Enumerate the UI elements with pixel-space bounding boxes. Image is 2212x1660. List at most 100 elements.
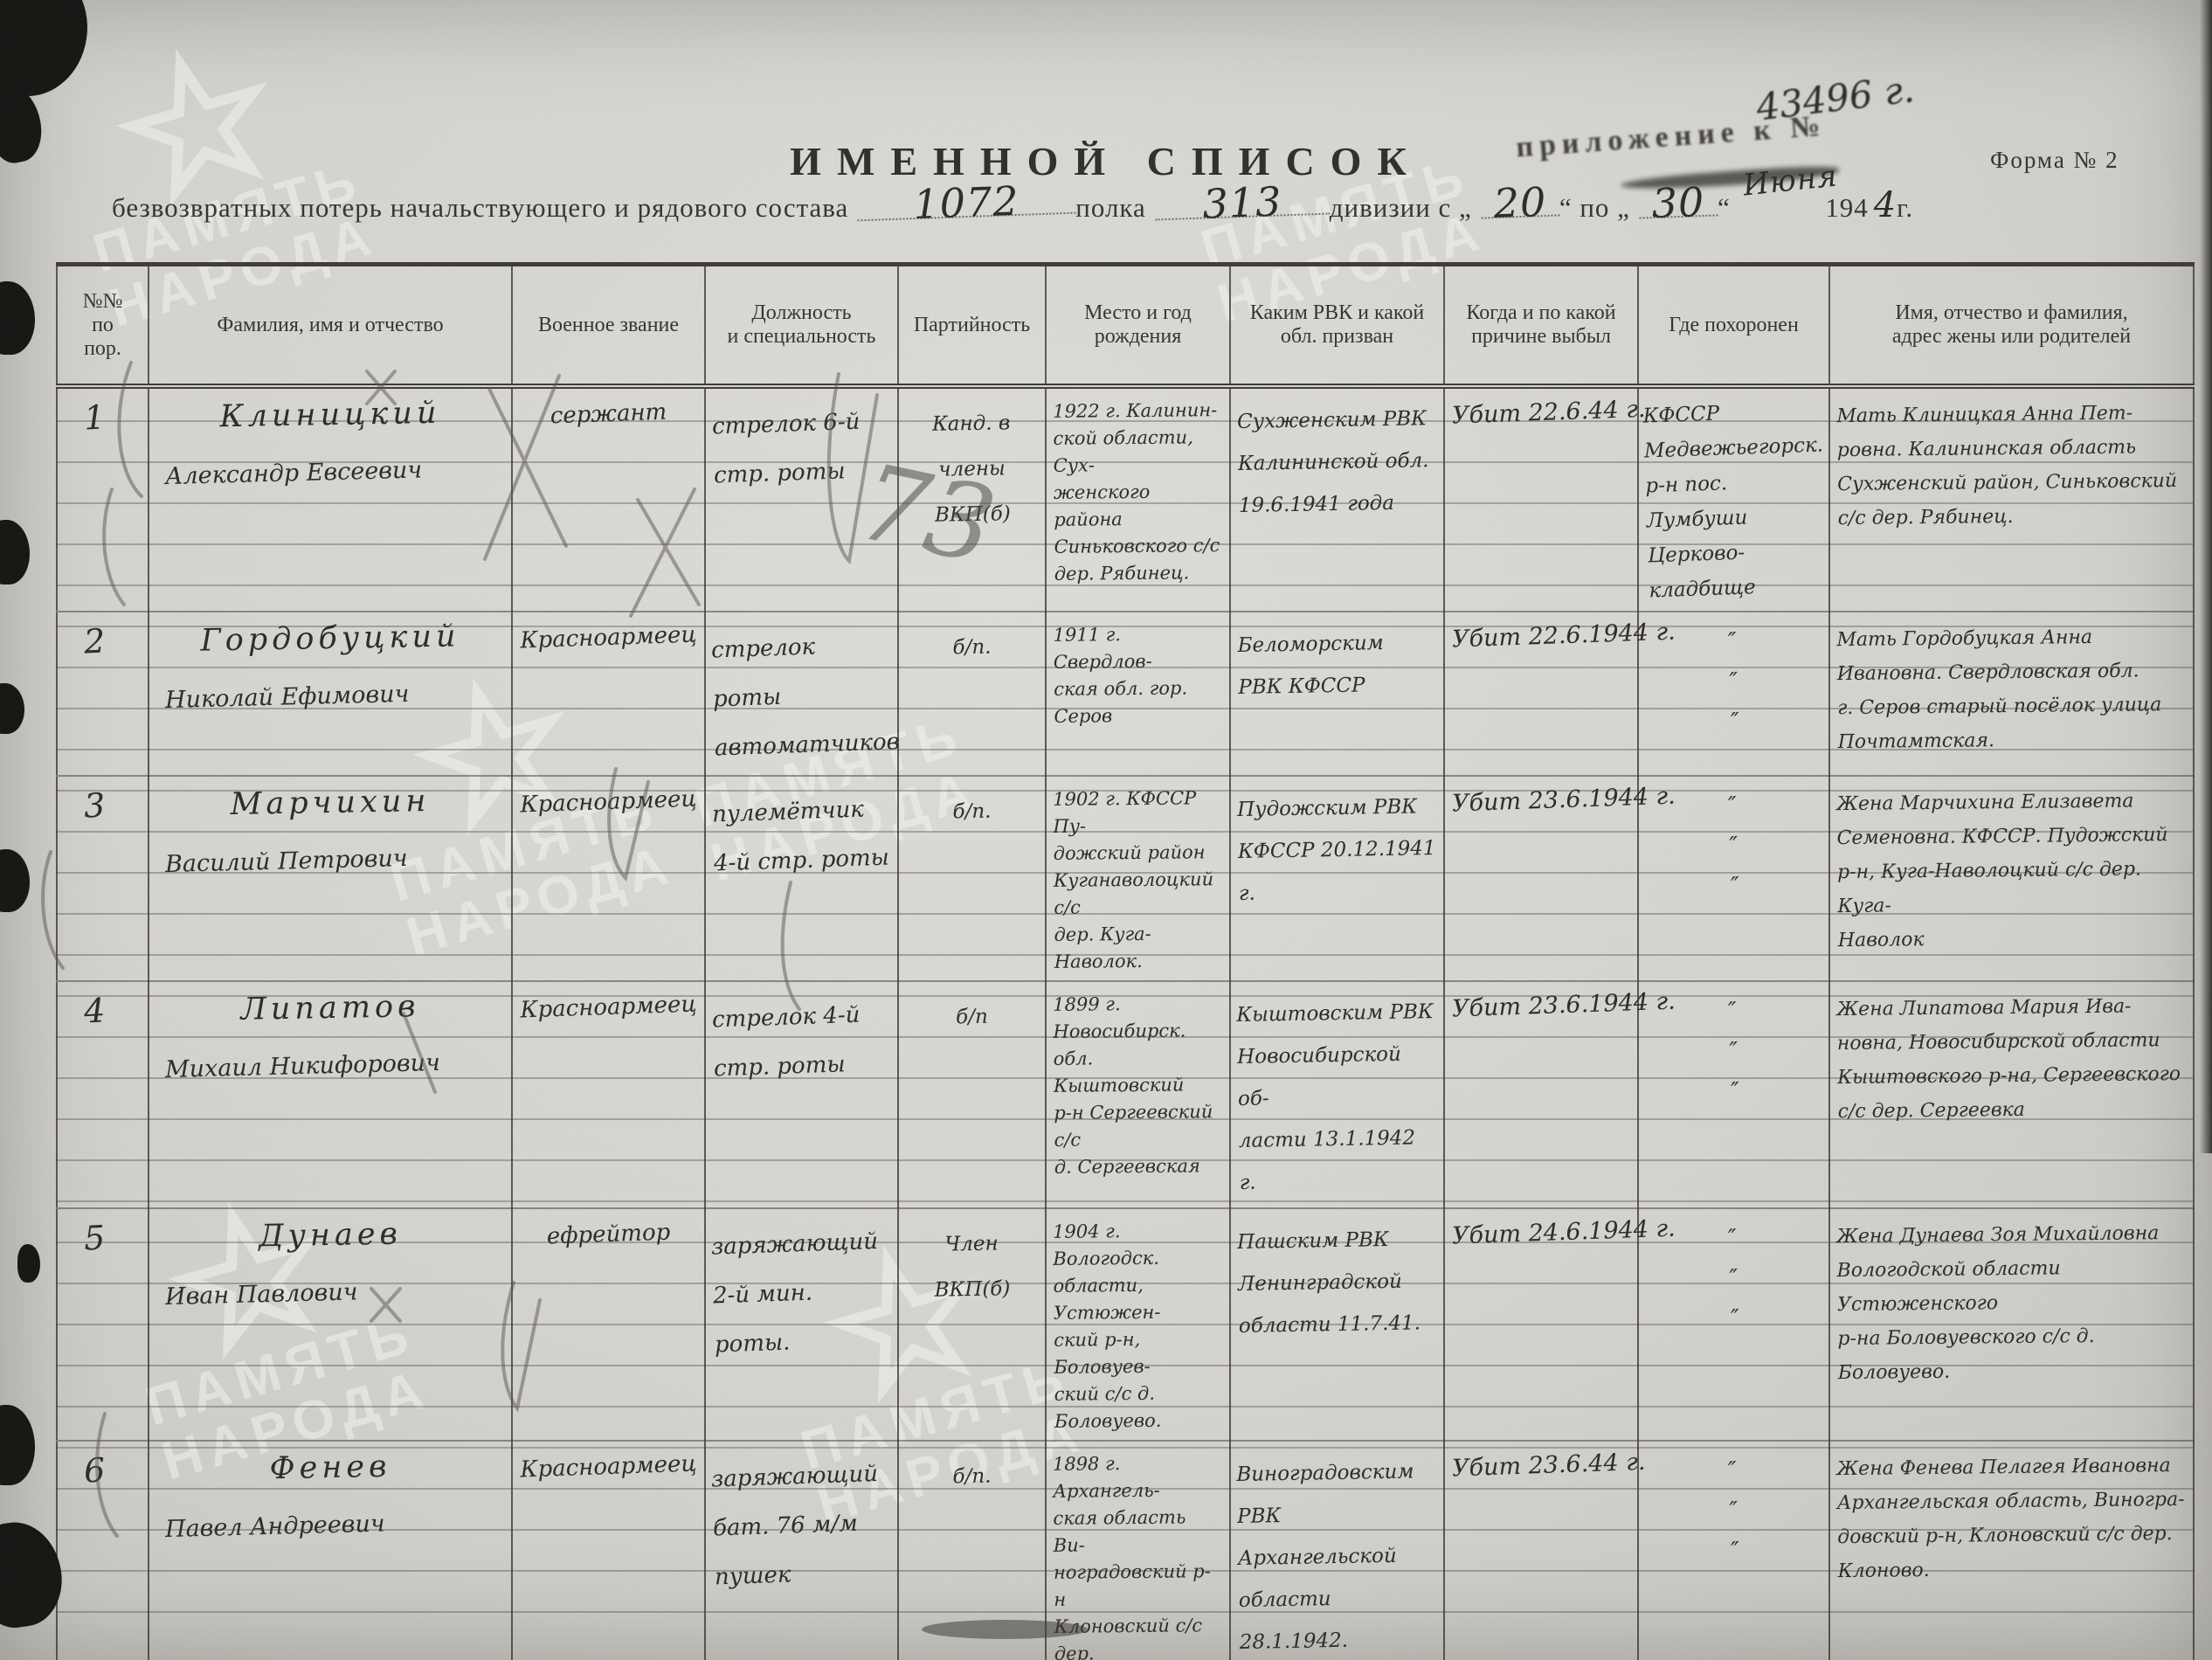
po-label: “ по „: [1559, 192, 1630, 223]
cell-name: Марчихин Василий Петрович: [149, 776, 513, 982]
punch-hole: [0, 520, 30, 584]
table-header-row: №№ по пор. Фамилия, имя и отчество Военн…: [57, 264, 2195, 389]
col-header-relatives: Имя, отчество и фамилия, адрес жены или …: [1829, 264, 2195, 389]
page-title: ИМЕННОЙ СПИСОК: [790, 139, 1422, 183]
punch-hole: [0, 281, 35, 355]
cell-burial: ″ ″ ″: [1638, 776, 1830, 982]
cell-rank: Красноармеец: [512, 981, 706, 1209]
col-header-fate: Когда и по какой причине выбыл: [1444, 264, 1639, 389]
cell-drafted: Пудожским РВК КФССР 20.12.1941 г.: [1230, 776, 1445, 982]
cell-position: пулемётчик 4-й стр. роты: [705, 776, 899, 982]
month-handwritten: Июня: [1740, 158, 1839, 204]
cell-rank: Красноармеец: [512, 612, 706, 777]
cell-drafted: Кыштовским РВК Новосибирской об- ласти 1…: [1230, 981, 1445, 1209]
cell-name: Липатов Михаил Никифорович: [149, 981, 513, 1209]
cell-relatives: Мать Гордобуцкая Анна Ивановна. Свердлов…: [1829, 612, 2195, 777]
cell-position: заряжающий 2-й мин. роты.: [705, 1208, 899, 1442]
table-row: 3 Марчихин Василий Петрович Красноармеец …: [57, 776, 2195, 982]
cell-birth: 1922 г. Калинин- ской области, Сух- женс…: [1046, 386, 1231, 612]
cell-relatives: Жена Липатова Мария Ива- новна, Новосиби…: [1829, 981, 2195, 1209]
scan-edge-shadow: [2200, 0, 2212, 1153]
cell-drafted: Пашским РВК Ленинградской области 11.7.4…: [1230, 1208, 1445, 1442]
cell-fate: Убит 23.6.44 г.: [1444, 1441, 1646, 1660]
punch-hole: [0, 683, 24, 734]
cell-birth: 1911 г. Свердлов- ская обл. гор. Серов: [1046, 612, 1231, 777]
cell-fate: Убит 23.6.1944 г.: [1444, 981, 1676, 1209]
punch-hole: [0, 849, 30, 912]
cell-num: 6: [57, 1441, 149, 1660]
cell-drafted: Виноградовским РВК Архангельской области…: [1230, 1441, 1445, 1660]
from-day-handwritten: 20: [1480, 178, 1560, 227]
cell-party: Член ВКП(б): [898, 1208, 1047, 1442]
cell-position: заряжающий бат. 76 м/м пушек: [705, 1441, 899, 1660]
col-header-rank: Военное звание: [512, 264, 706, 389]
year-digit-handwritten: 4: [1873, 185, 1897, 225]
cell-rank: Красноармеец: [512, 1441, 706, 1660]
year-printed: 194: [1825, 192, 1869, 223]
cell-burial: ″ ″ ″: [1638, 1441, 1830, 1660]
cell-num: 1: [57, 386, 149, 612]
cell-party: б/п.: [898, 1441, 1047, 1660]
cell-birth: 1898 г. Архангель- ская область Ви- ногр…: [1046, 1441, 1231, 1660]
col-header-position: Должность и специальность: [705, 264, 899, 389]
stamp-number-handwritten: 43496 г.: [1753, 67, 1917, 129]
casualty-table: №№ по пор. Фамилия, имя и отчество Военн…: [56, 262, 2195, 1660]
cell-relatives: Жена Марчихина Елизавета Семеновна. КФСС…: [1829, 776, 2195, 982]
col-header-burial: Где похоронен: [1638, 264, 1830, 389]
to-day-handwritten: 30: [1638, 178, 1718, 227]
regiment-number-handwritten: 1072: [856, 177, 1076, 228]
cell-name: Дунаев Иван Павлович: [149, 1208, 513, 1442]
table-row: 4 Липатов Михаил Никифорович Красноармеец…: [57, 981, 2195, 1209]
cell-relatives: Жена Фенева Пелагея Ивановна Архангельск…: [1829, 1441, 2195, 1660]
cell-name: Гордобуцкий Николай Ефимович: [149, 612, 513, 777]
table-row: 1 Клиницкий Александр Евсеевич сержант ст…: [57, 386, 2195, 612]
cell-fate: Убит 23.6.1944 г.: [1444, 776, 1676, 982]
cell-burial: ″ ″ ″: [1638, 1208, 1830, 1442]
cell-rank: ефрейтор: [512, 1208, 706, 1442]
form-number-label: Форма № 2: [1990, 147, 2119, 173]
subtitle-prefix: безвозвратных потерь начальствующего и р…: [112, 192, 849, 223]
cell-birth: 1904 г. Вологодск. области, Устюжен- ски…: [1046, 1208, 1231, 1442]
cell-relatives: Жена Дунаева Зоя Михайловна Вологодской …: [1829, 1208, 2195, 1442]
cell-burial: ″ ″ ″: [1638, 981, 1830, 1209]
col-header-party: Партийность: [898, 264, 1047, 389]
table-row: 6 Фенев Павел Андреевич Красноармеец заря…: [57, 1441, 2195, 1660]
close-quote: “: [1717, 192, 1731, 223]
cell-name: Клиницкий Александр Евсеевич: [149, 386, 513, 612]
cell-drafted: Сухженским РВК Калининской обл. 19.6.194…: [1230, 386, 1445, 612]
col-header-num: №№ по пор.: [57, 264, 149, 389]
punch-hole: [17, 1244, 40, 1283]
polka-label: полка: [1075, 192, 1146, 223]
punch-hole: [0, 1405, 35, 1485]
cell-position: стрелок 4-й стр. роты: [705, 981, 899, 1209]
table-row: 2 Гордобуцкий Николай Ефимович Красноарме…: [57, 612, 2195, 777]
col-header-drafted: Каким РВК и какой обл. призван: [1230, 264, 1445, 389]
cell-num: 4: [57, 981, 149, 1209]
cell-birth: 1899 г. Новосибирск. обл. Кыштовский р-н…: [1046, 981, 1231, 1209]
cell-burial: КФССР Медвежьегорск. р-н пос. Лумбуши Це…: [1638, 386, 1830, 612]
cell-drafted: Беломорским РВК КФССР: [1230, 612, 1445, 777]
casualty-table-area: №№ по пор. Фамилия, имя и отчество Военн…: [56, 262, 2195, 1660]
cell-fate: Убит 22.6.44 г.: [1444, 386, 1646, 612]
cell-num: 2: [57, 612, 149, 777]
table-row: 5 Дунаев Иван Павлович ефрейтор заряжающи…: [57, 1208, 2195, 1442]
cell-burial: ″ ″ ″: [1638, 612, 1830, 777]
cell-name: Фенев Павел Андреевич: [149, 1441, 513, 1660]
year-suffix: г.: [1897, 192, 1914, 223]
division-number-handwritten: 313: [1154, 177, 1331, 228]
cell-num: 5: [57, 1208, 149, 1442]
cell-party: б/п.: [898, 776, 1047, 982]
col-header-birth: Место и год рождения: [1046, 264, 1231, 389]
cell-party: б/п: [898, 981, 1047, 1209]
cell-birth: 1902 г. КФССР Пу- дожский район Куганаво…: [1046, 776, 1231, 982]
subtitle-line: безвозвратных потерь начальствующего и р…: [112, 158, 2160, 228]
col-header-name: Фамилия, имя и отчество: [149, 264, 513, 389]
cell-position: стрелок роты автоматчиков: [705, 612, 900, 777]
cell-fate: Убит 22.6.1944 г.: [1444, 612, 1676, 777]
cell-party: б/п.: [898, 612, 1047, 777]
division-label: дивизии с „: [1329, 192, 1472, 223]
cell-num: 3: [57, 776, 149, 982]
cell-fate: Убит 24.6.1944 г.: [1444, 1208, 1676, 1442]
cell-relatives: Мать Клиницкая Анна Пет- ровна. Калининс…: [1829, 386, 2195, 612]
